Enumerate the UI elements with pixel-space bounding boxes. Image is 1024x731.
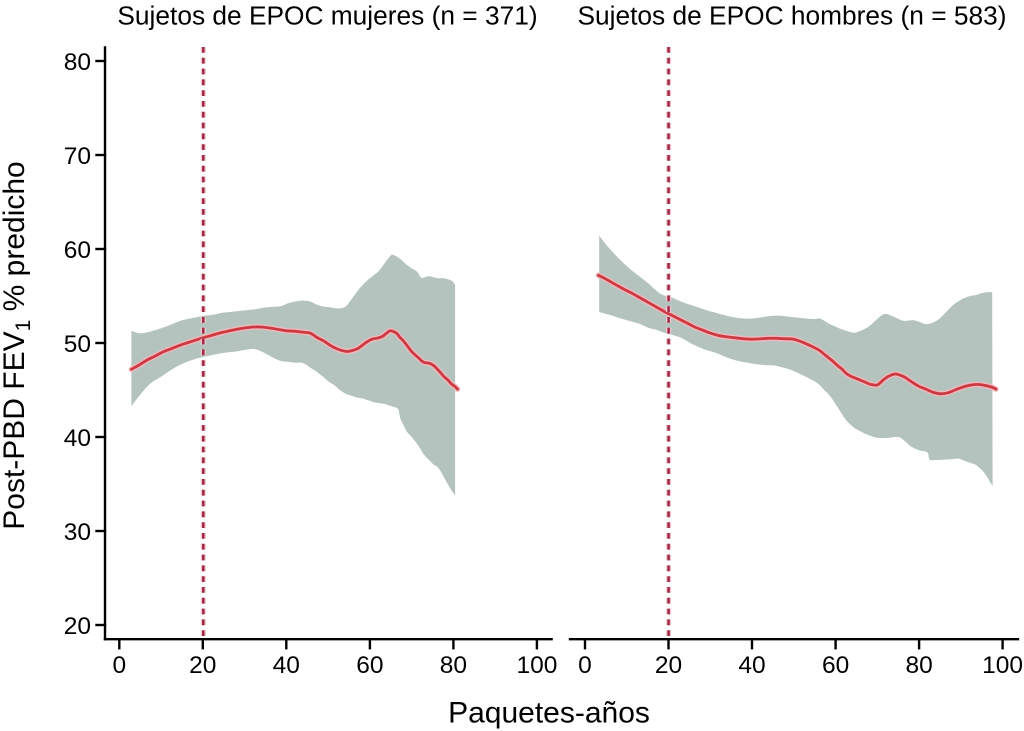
svg-text:50: 50 xyxy=(64,331,91,358)
svg-text:100: 100 xyxy=(516,652,557,679)
svg-text:70: 70 xyxy=(64,143,91,170)
svg-text:100: 100 xyxy=(982,652,1023,679)
svg-text:30: 30 xyxy=(64,519,91,546)
svg-text:20: 20 xyxy=(64,613,91,640)
svg-text:Paquetes-años: Paquetes-años xyxy=(448,697,650,730)
svg-text:40: 40 xyxy=(738,652,765,679)
svg-text:20: 20 xyxy=(189,652,216,679)
svg-text:40: 40 xyxy=(273,652,300,679)
svg-text:80: 80 xyxy=(64,49,91,76)
svg-text:20: 20 xyxy=(655,652,682,679)
svg-text:80: 80 xyxy=(440,652,467,679)
svg-text:Post-PBD FEV1 % predicho: Post-PBD FEV1 % predicho xyxy=(0,161,35,530)
svg-text:60: 60 xyxy=(356,652,383,679)
svg-text:60: 60 xyxy=(64,237,91,264)
svg-text:Sujetos de EPOC mujeres (n = 3: Sujetos de EPOC mujeres (n = 371) xyxy=(117,1,537,31)
svg-text:Sujetos de EPOC hombres (n = 5: Sujetos de EPOC hombres (n = 583) xyxy=(577,1,1006,31)
svg-text:40: 40 xyxy=(64,425,91,452)
svg-text:0: 0 xyxy=(578,652,592,679)
svg-text:60: 60 xyxy=(822,652,849,679)
svg-text:80: 80 xyxy=(905,652,932,679)
svg-text:0: 0 xyxy=(112,652,126,679)
